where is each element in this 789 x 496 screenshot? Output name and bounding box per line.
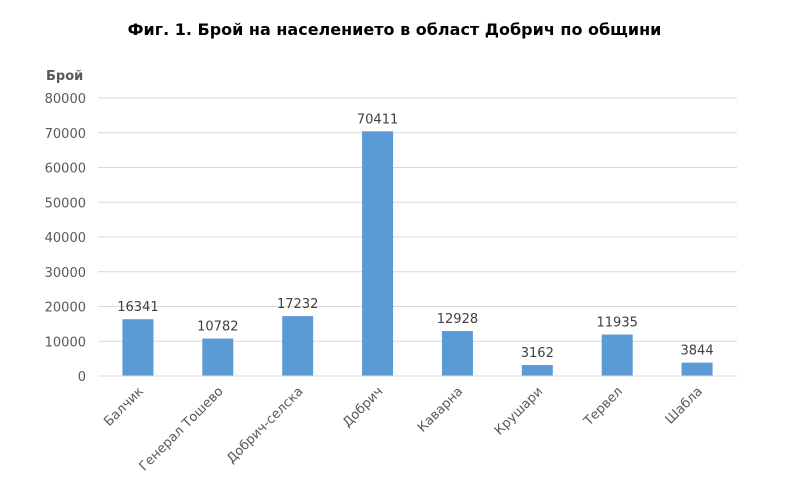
data-label: 3162	[521, 346, 554, 361]
bar	[282, 316, 314, 376]
y-tick-label: 80000	[45, 92, 86, 107]
data-label: 12928	[437, 312, 478, 327]
y-tick-label: 0	[78, 370, 86, 385]
data-label: 16341	[117, 300, 158, 315]
bar	[202, 338, 234, 376]
bar	[521, 365, 553, 376]
y-tick-label: 40000	[45, 231, 86, 246]
y-tick-label: 10000	[45, 335, 86, 350]
category-label: Крушари	[492, 384, 546, 438]
bar	[362, 131, 394, 376]
bar	[441, 331, 473, 376]
y-tick-label: 50000	[45, 196, 86, 211]
category-label: Добрич-селска	[224, 384, 306, 466]
category-label: Тервел	[581, 384, 626, 429]
category-label: Генерал Тошево	[136, 384, 226, 474]
data-label: 11935	[597, 316, 638, 331]
data-label: 3844	[681, 344, 714, 359]
data-label: 70411	[357, 112, 398, 127]
y-axis-label: Брой	[46, 69, 83, 84]
category-label: Шабла	[663, 384, 706, 427]
data-labels: 16341 10782 17232 70411 12928 3162 11935 3844	[117, 112, 713, 361]
bar	[681, 362, 713, 376]
y-axis-ticks: 0 10000 20000 30000 40000 50000 60000 70000 8000…	[45, 92, 86, 385]
data-label: 10782	[197, 320, 238, 335]
y-tick-label: 30000	[45, 266, 86, 281]
category-label: Балчик	[101, 384, 146, 429]
bars	[122, 131, 713, 376]
chart-title: Фиг. 1. Брой на населението в област Доб…	[127, 20, 662, 39]
y-tick-label: 60000	[45, 162, 86, 177]
category-label: Добрич	[340, 384, 386, 430]
category-label: Каварна	[415, 384, 466, 435]
gridlines	[98, 97, 737, 342]
bar	[601, 334, 633, 376]
y-tick-label: 20000	[45, 301, 86, 316]
data-label: 17232	[277, 297, 318, 312]
y-tick-label: 70000	[45, 127, 86, 142]
bar	[122, 319, 154, 376]
